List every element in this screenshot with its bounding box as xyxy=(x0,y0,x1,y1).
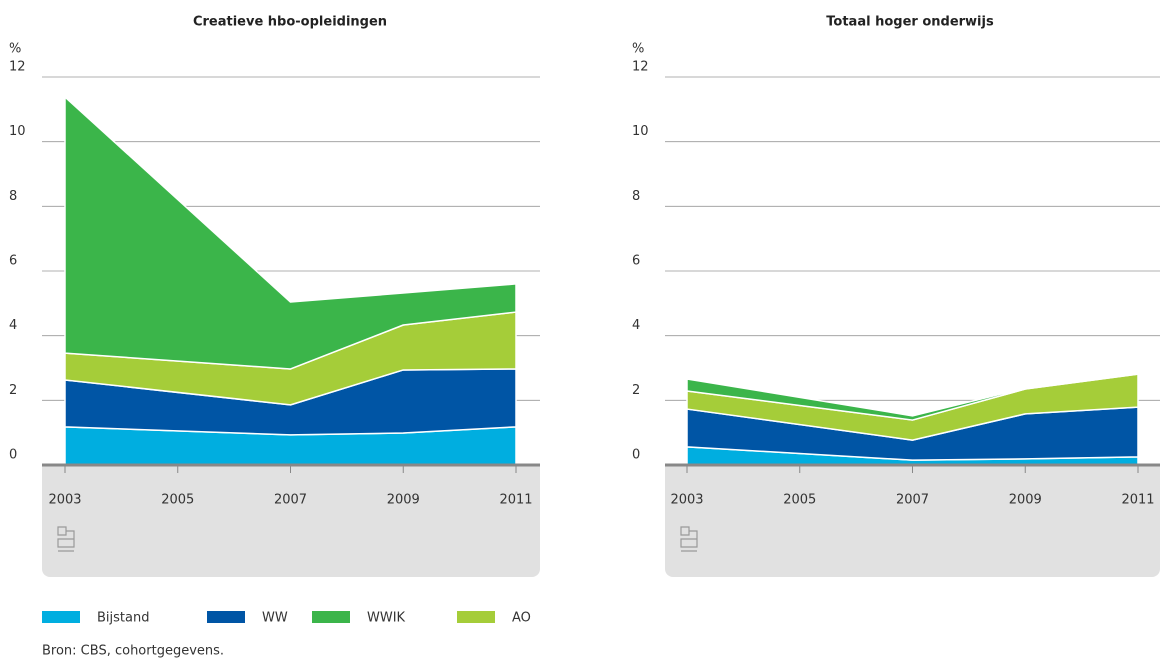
y-tick-label: 6 xyxy=(632,254,640,269)
x-tick-label: 2011 xyxy=(499,493,532,508)
x-tick-label: 2009 xyxy=(1009,493,1042,508)
x-tick-label: 2007 xyxy=(896,493,929,508)
axis-band xyxy=(42,465,540,577)
y-tick-label: 2 xyxy=(9,383,17,398)
logo xyxy=(680,526,698,552)
y-tick-label: 12 xyxy=(632,60,649,75)
legend-label: WW xyxy=(262,611,288,626)
x-tick-label: 2005 xyxy=(783,493,816,508)
y-axis-label: % xyxy=(9,42,21,57)
y-tick-label: 8 xyxy=(632,189,640,204)
axis-band xyxy=(665,465,1160,577)
x-tick-label: 2005 xyxy=(161,493,194,508)
y-tick-label: 2 xyxy=(632,383,640,398)
x-tick-label: 2003 xyxy=(670,493,703,508)
legend-label: WWIK xyxy=(367,611,406,626)
chart-title: Creatieve hbo-opleidingen xyxy=(193,15,387,30)
y-tick-label: 10 xyxy=(9,124,26,139)
x-tick-label: 2007 xyxy=(274,493,307,508)
y-tick-label: 4 xyxy=(632,318,640,333)
y-axis-label: % xyxy=(632,42,644,57)
area xyxy=(686,373,1139,421)
legend-swatch xyxy=(207,611,245,623)
y-tick-label: 10 xyxy=(632,124,649,139)
logo xyxy=(57,526,75,552)
x-tick-label: 2003 xyxy=(48,493,81,508)
chart-title: Totaal hoger onderwijs xyxy=(826,15,994,30)
legend-swatch xyxy=(457,611,495,623)
legend-label: AO xyxy=(512,611,531,626)
y-tick-label: 4 xyxy=(9,318,17,333)
logo-shape xyxy=(57,526,75,552)
x-tick-label: 2009 xyxy=(387,493,420,508)
source: Bron: CBS, cohortgegevens. xyxy=(42,644,224,659)
y-tick-label: 8 xyxy=(9,189,17,204)
legend-swatch xyxy=(42,611,80,623)
legend-swatch xyxy=(312,611,350,623)
y-tick-label: 0 xyxy=(632,448,640,463)
y-tick-label: 6 xyxy=(9,254,17,269)
y-tick-label: 12 xyxy=(9,60,26,75)
logo-shape xyxy=(680,526,698,552)
x-tick-label: 2011 xyxy=(1121,493,1154,508)
legend-label: Bijstand xyxy=(97,611,149,626)
area xyxy=(64,96,517,370)
y-tick-label: 0 xyxy=(9,448,17,463)
